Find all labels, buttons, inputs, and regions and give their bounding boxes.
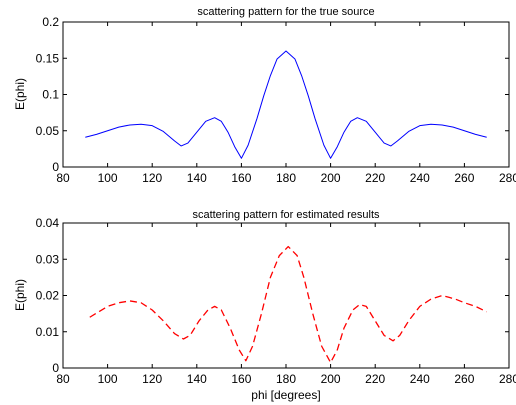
y-tick-label: 0.02 — [36, 289, 60, 303]
x-tick-label: 240 — [410, 171, 430, 185]
x-tick-label: 120 — [142, 171, 162, 185]
y-axis-label: E(phi) — [13, 78, 27, 110]
chart-title: scattering pattern for estimated results — [192, 209, 380, 221]
axes-box — [62, 21, 510, 168]
x-tick-label: 240 — [410, 372, 430, 386]
x-tick-label: 120 — [142, 372, 162, 386]
x-tick-label: 280 — [499, 372, 516, 386]
y-tick-label: 0.15 — [36, 51, 60, 65]
y-tick-label: 0.1 — [42, 88, 59, 102]
x-tick-label: 180 — [276, 171, 296, 185]
x-tick-label: 160 — [231, 171, 251, 185]
subplot-true-source: scattering pattern for the true source E… — [13, 6, 516, 185]
x-tick-label: 260 — [454, 372, 474, 386]
x-tick-label: 260 — [454, 171, 474, 185]
series-line — [89, 245, 487, 364]
x-tick-label: 280 — [499, 171, 516, 185]
axes-box — [62, 222, 510, 369]
subplot-estimated-results: scattering pattern for estimated results… — [13, 209, 516, 402]
y-ticks: 0 0.01 0.02 0.03 0.04 — [36, 216, 509, 375]
x-tick-label: 220 — [365, 171, 385, 185]
x-tick-label: 220 — [365, 372, 385, 386]
y-tick-label: 0.01 — [36, 325, 60, 339]
x-ticks: 80 100 120 140 160 180 200 220 240 260 280 — [56, 22, 516, 185]
x-axis-label: phi [degrees] — [251, 388, 320, 402]
x-tick-label: 140 — [187, 372, 207, 386]
y-tick-label: 0 — [52, 361, 59, 375]
x-tick-label: 100 — [98, 372, 118, 386]
series-line — [85, 50, 487, 159]
y-ticks: 0 0.05 0.1 0.15 0.2 — [36, 15, 509, 174]
x-tick-label: 200 — [321, 171, 341, 185]
x-tick-label: 80 — [56, 171, 70, 185]
x-ticks: 80 100 120 140 160 180 200 220 240 260 280 — [56, 223, 516, 386]
series-layer — [89, 245, 487, 364]
x-tick-label: 80 — [56, 372, 70, 386]
series-layer — [85, 50, 487, 159]
y-tick-label: 0.2 — [42, 15, 59, 29]
y-tick-label: 0 — [52, 160, 59, 174]
chart-title: scattering pattern for the true source — [197, 6, 374, 18]
y-axis-label: E(phi) — [13, 279, 27, 311]
x-tick-label: 140 — [187, 171, 207, 185]
x-tick-label: 180 — [276, 372, 296, 386]
y-tick-label: 0.04 — [36, 216, 60, 230]
y-tick-label: 0.03 — [36, 252, 60, 266]
x-tick-label: 160 — [231, 372, 251, 386]
x-tick-label: 200 — [321, 372, 341, 386]
x-tick-label: 100 — [98, 171, 118, 185]
y-tick-label: 0.05 — [36, 124, 60, 138]
